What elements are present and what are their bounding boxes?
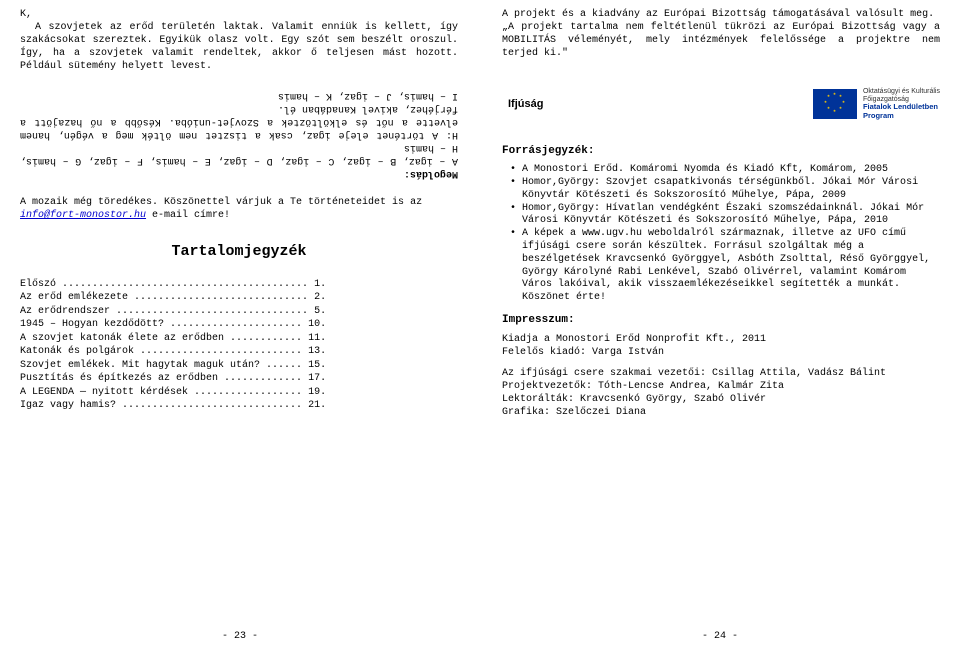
- impress-p2: Az ifjúsági csere szakmai vezetői: Csill…: [502, 367, 940, 419]
- solution-line-2: I – hamis, J – igaz, K – hamis: [20, 89, 458, 102]
- solution-title: Megoldás:: [404, 168, 458, 179]
- toc-row: Igaz vagy hamis? .......................…: [20, 399, 458, 413]
- project-line-1: A projekt és a kiadvány az Európai Bizot…: [502, 8, 940, 21]
- toc-row: Katonák és polgárok ....................…: [20, 345, 458, 359]
- mosaic-text-2: e-mail címre!: [146, 210, 230, 221]
- mosaic-text-1: A mozaik még töredékes. Köszönettel várj…: [20, 197, 422, 208]
- toc-row: Szovjet emlékek. Mit hagytak maguk után?…: [20, 359, 458, 373]
- solution-line-1: A – igaz, B – igaz, C – igaz, D – igaz, …: [20, 141, 458, 167]
- source-item: A képek a www.ugv.hu weboldalról származ…: [514, 228, 940, 305]
- youth-label: Ifjúság: [508, 97, 543, 111]
- logo-row: Ifjúság ★ ★ ★ ★ ★ ★ ★ ★ Oktatásügyi és K…: [502, 78, 940, 130]
- solution-upside-down: Megoldás: A – igaz, B – igaz, C – igaz, …: [20, 89, 458, 180]
- page-left: K, A szovjetek az erőd területén laktak.…: [0, 0, 480, 647]
- toc-row: Pusztítás és építkezés az erődben ......…: [20, 372, 458, 386]
- toc-list: Előszó .................................…: [20, 278, 458, 413]
- toc-row: 1945 – Hogyan kezdődött? ...............…: [20, 318, 458, 332]
- eu-logo: ★ ★ ★ ★ ★ ★ ★ ★ Oktatásügyi és Kulturáli…: [813, 88, 940, 120]
- toc-row: Az erőd emlékezete .....................…: [20, 291, 458, 305]
- page-right: A projekt és a kiadvány az Európai Bizot…: [480, 0, 960, 647]
- toc-title: Tartalomjegyzék: [20, 242, 458, 262]
- source-item: Homor,György: Szovjet csapatkivonás térs…: [514, 177, 940, 203]
- impress-p1: Kiadja a Monostori Erőd Nonprofit Kft., …: [502, 333, 940, 359]
- toc-row: A szovjet katonák élete az erődben .....…: [20, 332, 458, 346]
- solution-h: H: A történet eleje igaz, csak a tisztet…: [20, 102, 458, 141]
- eu-line-1: Oktatásügyi és Kulturális: [863, 88, 940, 96]
- sources-list: A Monostori Erőd. Komáromi Nyomda és Kia…: [502, 164, 940, 305]
- source-item: Homor,György: Hívatlan vendégként Északi…: [514, 203, 940, 229]
- intro-paragraph: K, A szovjetek az erőd területén laktak.…: [20, 8, 458, 73]
- toc-row: A LEGENDA — nyitott kérdések ...........…: [20, 386, 458, 400]
- eu-flag-icon: ★ ★ ★ ★ ★ ★ ★ ★: [813, 89, 857, 119]
- project-line-2: „A projekt tartalma nem feltétlenül tükr…: [502, 21, 940, 60]
- mosaic-paragraph: A mozaik még töredékes. Köszönettel várj…: [20, 196, 458, 222]
- project-disclaimer: A projekt és a kiadvány az Európai Bizot…: [502, 8, 940, 60]
- toc-row: Előszó .................................…: [20, 278, 458, 292]
- eu-text: Oktatásügyi és Kulturális Főigazgatóság …: [863, 88, 940, 120]
- source-item: A Monostori Erőd. Komáromi Nyomda és Kia…: [514, 164, 940, 177]
- impress-block: Kiadja a Monostori Erőd Nonprofit Kft., …: [502, 333, 940, 419]
- toc-row: Az erődrendszer ........................…: [20, 305, 458, 319]
- page-number-right: - 24 -: [702, 630, 738, 643]
- youth-logo: Ifjúság: [502, 97, 543, 111]
- email-link[interactable]: info@fort-monostor.hu: [20, 210, 146, 221]
- impress-title: Impresszum:: [502, 313, 940, 327]
- eu-line-4: Program: [863, 112, 940, 120]
- page-number-left: - 23 -: [222, 630, 258, 643]
- sources-title: Forrásjegyzék:: [502, 144, 940, 158]
